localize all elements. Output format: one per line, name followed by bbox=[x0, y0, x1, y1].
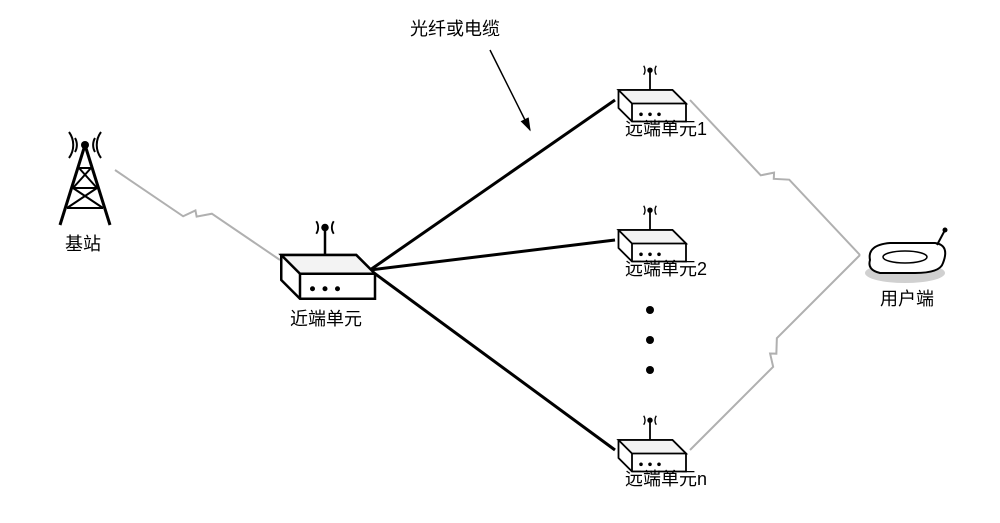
base-station-icon bbox=[60, 132, 110, 225]
wired-link bbox=[370, 270, 615, 450]
cable-label: 光纤或电缆 bbox=[410, 19, 500, 39]
node-label: 近端单元 bbox=[290, 309, 362, 329]
remote-unit-icon bbox=[619, 416, 687, 472]
wireless-link bbox=[690, 100, 860, 255]
node-label: 远端单元2 bbox=[625, 259, 707, 279]
wireless-link bbox=[690, 255, 860, 450]
wireless-link bbox=[115, 170, 280, 260]
remote-unit-icon bbox=[619, 66, 687, 122]
node-label: 用户端 bbox=[880, 289, 934, 309]
ellipsis-dot bbox=[646, 336, 654, 344]
user-equipment-icon bbox=[865, 228, 948, 284]
node-label: 基站 bbox=[65, 234, 101, 254]
node-label: 远端单元1 bbox=[625, 119, 707, 139]
near-unit-icon bbox=[281, 221, 375, 299]
ellipsis-dot bbox=[646, 306, 654, 314]
remote-unit-icon bbox=[619, 206, 687, 262]
cable-arrow bbox=[490, 50, 530, 130]
ellipsis-dot bbox=[646, 366, 654, 374]
node-label: 远端单元n bbox=[625, 469, 707, 489]
